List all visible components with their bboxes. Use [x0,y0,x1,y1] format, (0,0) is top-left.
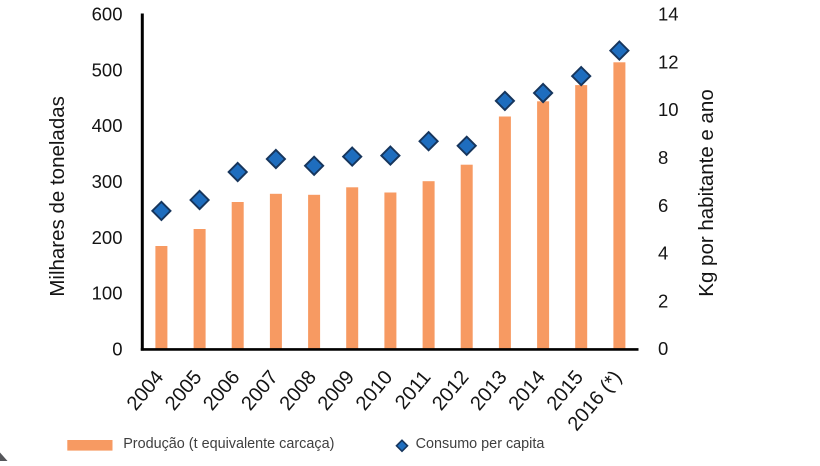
svg-text:12: 12 [658,51,679,72]
svg-text:2: 2 [658,290,668,311]
svg-text:0: 0 [112,338,122,359]
svg-text:300: 300 [92,171,123,192]
svg-text:0: 0 [658,338,668,359]
svg-text:100: 100 [92,283,123,304]
svg-text:Produção (t equivalente carcaç: Produção (t equivalente carcaça) [123,436,334,452]
svg-text:600: 600 [92,4,123,25]
svg-text:4: 4 [658,243,668,264]
svg-text:Kg por habitante e ano: Kg por habitante e ano [695,89,718,296]
svg-text:500: 500 [92,60,123,81]
svg-text:6: 6 [658,195,668,216]
svg-text:200: 200 [92,227,123,248]
svg-text:8: 8 [658,147,668,168]
svg-text:10: 10 [658,99,679,120]
svg-text:Consumo per capita: Consumo per capita [416,436,545,452]
svg-text:400: 400 [92,115,123,136]
svg-text:Milhares de toneladas: Milhares de toneladas [46,96,69,297]
svg-text:14: 14 [658,4,679,25]
